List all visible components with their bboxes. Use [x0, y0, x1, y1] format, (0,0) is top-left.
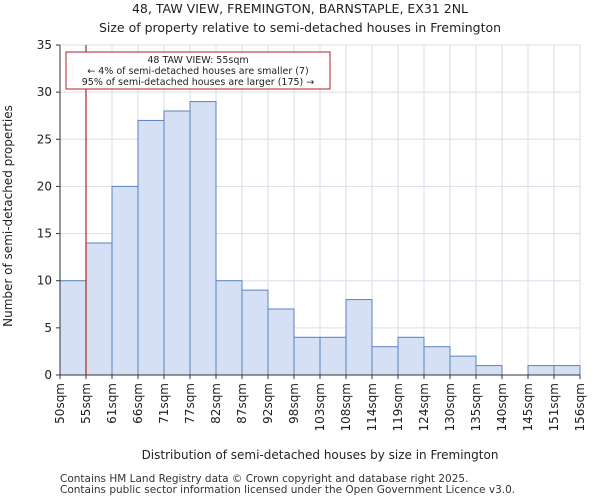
y-tick-label: 25 — [37, 132, 52, 146]
bars — [59, 101, 581, 376]
x-tick-label: 130sqm — [443, 383, 457, 431]
bar — [59, 280, 87, 376]
annotation-larger: 95% of semi-detached houses are larger (… — [82, 77, 315, 88]
y-tick-label: 35 — [37, 38, 52, 52]
x-tick-label: 114sqm — [365, 383, 379, 431]
y-axis-label: Number of semi-detached properties — [1, 105, 15, 327]
x-tick-label: 98sqm — [287, 383, 301, 424]
x-tick-label: 61sqm — [105, 383, 119, 424]
bar — [371, 346, 399, 376]
x-axis-label: Distribution of semi-detached houses by … — [142, 448, 499, 462]
bar — [475, 365, 503, 376]
x-tick-label: 151sqm — [547, 383, 561, 431]
bar — [319, 336, 347, 376]
x-tick-label: 71sqm — [157, 383, 171, 424]
x-tick-label: 156sqm — [573, 383, 587, 431]
bar — [345, 299, 373, 376]
x-tick-label: 145sqm — [521, 383, 535, 431]
x-tick-label: 135sqm — [469, 383, 483, 431]
chart-subtitle: Size of property relative to semi-detach… — [99, 20, 501, 35]
x-tick-label: 140sqm — [495, 383, 509, 431]
bar — [423, 346, 451, 376]
x-tick-label: 87sqm — [235, 383, 249, 424]
x-tick-label: 66sqm — [131, 383, 145, 424]
y-tick-label: 30 — [37, 85, 52, 99]
bar — [449, 355, 477, 376]
bar — [293, 336, 321, 376]
y-tick-label: 0 — [44, 368, 52, 382]
bar — [241, 289, 269, 376]
x-tick-label: 92sqm — [261, 383, 275, 424]
x-tick-label: 119sqm — [391, 383, 405, 431]
bar — [137, 119, 165, 376]
annotation-smaller: ← 4% of semi-detached houses are smaller… — [87, 66, 308, 77]
y-tick-label: 20 — [37, 179, 52, 193]
x-tick-label: 124sqm — [417, 383, 431, 431]
x-tick-label: 82sqm — [209, 383, 223, 424]
footer-line-2: Contains public sector information licen… — [60, 484, 516, 496]
bar — [397, 336, 425, 376]
x-tick-label: 50sqm — [53, 383, 67, 424]
chart-title: 48, TAW VIEW, FREMINGTON, BARNSTAPLE, EX… — [132, 1, 468, 16]
x-tick-label: 103sqm — [313, 383, 327, 431]
y-tick-label: 15 — [37, 227, 52, 241]
bar — [553, 365, 581, 376]
x-tick-label: 77sqm — [183, 383, 197, 424]
x-tick-label: 108sqm — [339, 383, 353, 431]
property-marker: 48 TAW VIEW: 55sqm← 4% of semi-detached … — [65, 45, 331, 375]
bar — [215, 280, 243, 376]
axes: 0 5 10 15 20 25 30 35 50sqm 55sqm 61sqm 66sqm 71sqm 7… — [37, 38, 587, 431]
x-tick-label: 55sqm — [79, 383, 93, 424]
annotation-box — [65, 51, 331, 90]
bar — [267, 308, 295, 376]
y-tick-label: 10 — [37, 274, 52, 288]
annotation-title: 48 TAW VIEW: 55sqm — [147, 55, 248, 66]
bar — [111, 185, 139, 376]
bar — [527, 365, 555, 376]
bar — [163, 110, 191, 376]
bar — [189, 101, 217, 376]
bar — [85, 242, 113, 376]
y-tick-label: 5 — [44, 321, 52, 335]
footer-line-1: Contains HM Land Registry data © Crown c… — [60, 473, 469, 485]
